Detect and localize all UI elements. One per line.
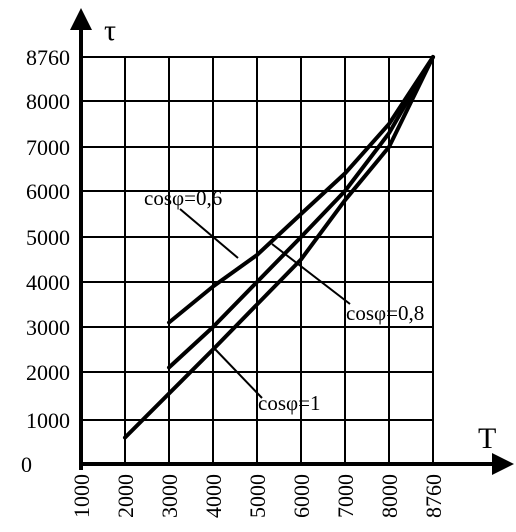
y-tick-label: 8760 xyxy=(26,45,70,70)
label-cos08: cosφ=0,8 xyxy=(346,301,424,325)
y-tick-label: 4000 xyxy=(26,270,70,295)
series-layer xyxy=(123,55,435,440)
annotations: cosφ=0,6 cosφ=0,8 cosφ=1 xyxy=(144,186,424,415)
axes: τ T xyxy=(70,8,514,475)
x-axis-title: T xyxy=(478,422,496,455)
y-axis-title: τ xyxy=(104,14,116,47)
y-tick-label: 1000 xyxy=(26,408,70,433)
x-tick-label: 4000 xyxy=(201,474,226,518)
y-tick-label: 5000 xyxy=(26,225,70,250)
x-tick-label: 6000 xyxy=(289,474,314,518)
leader-cos1 xyxy=(213,347,263,399)
y-tick-label: 3000 xyxy=(26,315,70,340)
x-tick-label: 5000 xyxy=(245,474,270,518)
y-tick-label: 8000 xyxy=(26,89,70,114)
y-tick-label: 6000 xyxy=(26,179,70,204)
series-line-1 xyxy=(123,55,435,440)
y-tick-label: 7000 xyxy=(26,135,70,160)
x-tick-label: 1000 xyxy=(69,474,94,518)
series-line-2 xyxy=(167,55,435,370)
y-tick-label: 2000 xyxy=(26,360,70,385)
x-tick-label: 3000 xyxy=(157,474,182,518)
y-tick-label: 0 xyxy=(21,452,32,477)
grid xyxy=(81,56,434,464)
leader-cos08 xyxy=(271,243,351,305)
series-line-3 xyxy=(167,55,435,325)
leader-cos06 xyxy=(179,208,239,259)
x-tick-label: 8760 xyxy=(421,474,446,518)
y-axis-arrow xyxy=(70,8,92,30)
label-cos06: cosφ=0,6 xyxy=(144,186,222,210)
label-cos1: cosφ=1 xyxy=(258,391,320,415)
x-axis-arrow xyxy=(492,453,514,475)
x-tick-label: 7000 xyxy=(333,474,358,518)
tick-labels: 0 1000 2000 3000 4000 5000 6000 7000 8000 8760 100… xyxy=(21,45,446,518)
x-tick-label: 8000 xyxy=(377,474,402,518)
x-tick-label: 2000 xyxy=(113,474,138,518)
